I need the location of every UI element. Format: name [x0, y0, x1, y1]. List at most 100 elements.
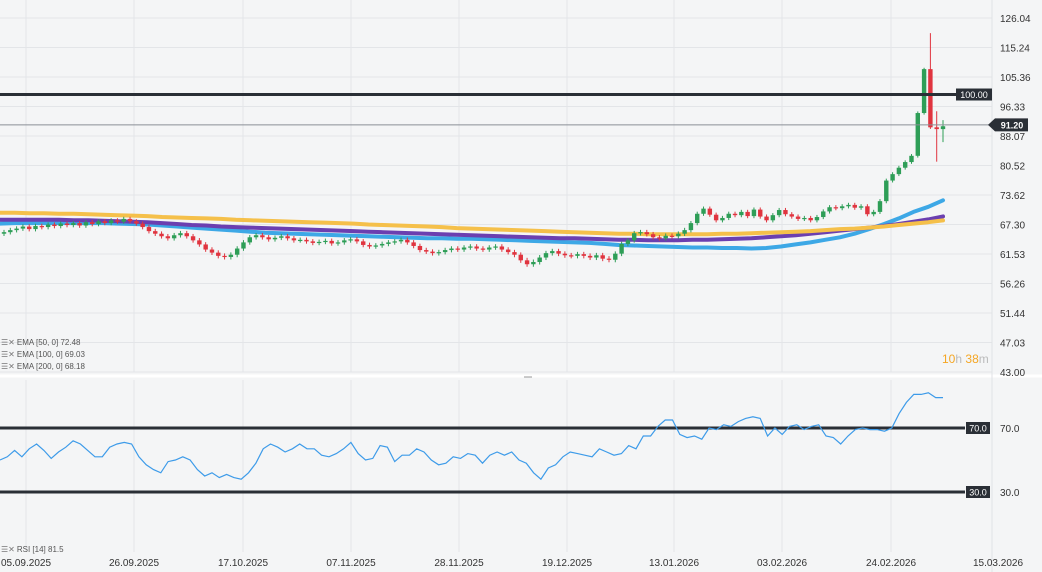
candle — [461, 245, 467, 252]
legend-ema100[interactable]: ☰✕ EMA [100, 0] 69.03 — [1, 350, 85, 359]
candle-timer: 10h 38m — [942, 352, 989, 366]
candle — [27, 224, 32, 232]
candle — [909, 154, 914, 164]
candle — [266, 234, 271, 242]
svg-text:30.0: 30.0 — [969, 488, 987, 498]
level-tag-100: 100.00 — [956, 88, 992, 101]
x-tick-label: 17.10.2025 — [218, 558, 268, 569]
candle — [379, 241, 385, 248]
x-tick-label: 19.12.2025 — [542, 558, 592, 569]
candle — [713, 212, 719, 223]
legend-ema200[interactable]: ☰✕ EMA [200, 0] 68.18 — [1, 362, 85, 371]
candle — [115, 218, 120, 224]
candle — [606, 256, 612, 263]
timer-hours: 10 — [942, 352, 956, 366]
svg-text:70.0: 70.0 — [969, 424, 987, 434]
candle — [776, 207, 782, 218]
timer-hours-unit: h — [955, 352, 963, 366]
price-levels: 100.00 91.20 — [0, 88, 1028, 132]
candle — [783, 207, 788, 217]
candle — [146, 224, 152, 234]
candle — [71, 220, 76, 228]
candle — [342, 238, 347, 245]
candle — [417, 243, 423, 253]
candle — [581, 251, 586, 259]
candle — [8, 227, 13, 235]
candle — [795, 214, 801, 221]
rsi-panel: 70.0 30.0 — [0, 392, 990, 498]
candle — [348, 237, 353, 243]
candle — [751, 207, 757, 219]
candle — [323, 238, 328, 245]
y-tick-label: 126.04 — [1000, 14, 1031, 25]
candle — [64, 221, 70, 228]
candle — [39, 223, 45, 230]
svg-text:91.20: 91.20 — [1001, 120, 1024, 130]
candle — [165, 233, 171, 241]
candle — [877, 199, 883, 214]
candle — [556, 248, 561, 257]
candle — [562, 251, 568, 258]
candle — [285, 233, 290, 241]
rsi-level-tag: 30.0 — [966, 486, 990, 498]
candle — [474, 244, 479, 251]
candle — [468, 244, 473, 250]
candle — [537, 255, 542, 265]
y-tick-label: 43.00 — [1000, 368, 1025, 379]
candle — [197, 238, 202, 247]
candle — [587, 253, 593, 261]
candle — [455, 246, 460, 252]
candle — [140, 221, 145, 230]
candle — [739, 209, 744, 218]
x-axis: 05.09.2025 26.09.2025 17.10.2025 07.11.2025… — [1, 558, 1023, 569]
candle — [241, 240, 246, 251]
legend-ema100-label: EMA [100, 0] 69.03 — [16, 350, 85, 359]
candle — [789, 212, 794, 219]
candle — [203, 242, 208, 252]
x-tick-label: 24.02.2026 — [866, 558, 916, 569]
candle — [625, 238, 631, 247]
candle — [234, 246, 240, 258]
candle — [228, 252, 234, 260]
x-tick-label: 03.02.2026 — [757, 558, 807, 569]
candle — [424, 247, 429, 254]
settings-icon[interactable]: ☰✕ — [1, 545, 15, 554]
candle — [644, 229, 650, 237]
x-tick-label: 26.09.2025 — [109, 558, 159, 569]
rsi-y-tick-label: 70.0 — [1000, 424, 1020, 435]
candle — [871, 209, 876, 217]
candle — [310, 239, 316, 246]
candle — [695, 211, 700, 226]
candle — [512, 249, 517, 258]
candle — [159, 231, 164, 239]
candle — [940, 120, 946, 143]
candle — [745, 209, 750, 219]
legend-rsi[interactable]: ☰✕ RSI [14] 81.5 — [1, 545, 64, 554]
candle — [921, 67, 927, 115]
candle — [827, 205, 832, 214]
x-tick-label: 28.11.2025 — [434, 558, 484, 569]
candle — [134, 219, 139, 226]
settings-icon[interactable]: ☰✕ — [1, 362, 15, 371]
y-tick-label: 105.36 — [1000, 73, 1031, 84]
timer-minutes-unit: m — [978, 352, 989, 366]
settings-icon[interactable]: ☰✕ — [1, 350, 15, 359]
candle — [184, 230, 189, 239]
last-price-tag: 91.20 — [988, 118, 1028, 132]
y-tick-label: 51.44 — [1000, 309, 1025, 320]
candle — [638, 229, 643, 236]
candle — [890, 172, 895, 183]
candle — [52, 222, 57, 229]
candle — [442, 247, 448, 255]
candle — [758, 207, 763, 219]
candle — [190, 233, 196, 243]
candle — [915, 111, 920, 158]
candle — [329, 238, 334, 246]
candle — [770, 213, 776, 223]
candle — [669, 233, 675, 239]
settings-icon[interactable]: ☰✕ — [1, 338, 15, 347]
legend-ema50[interactable]: ☰✕ EMA [50, 0] 72.48 — [1, 338, 80, 347]
candle — [247, 234, 252, 245]
candle — [108, 218, 114, 226]
